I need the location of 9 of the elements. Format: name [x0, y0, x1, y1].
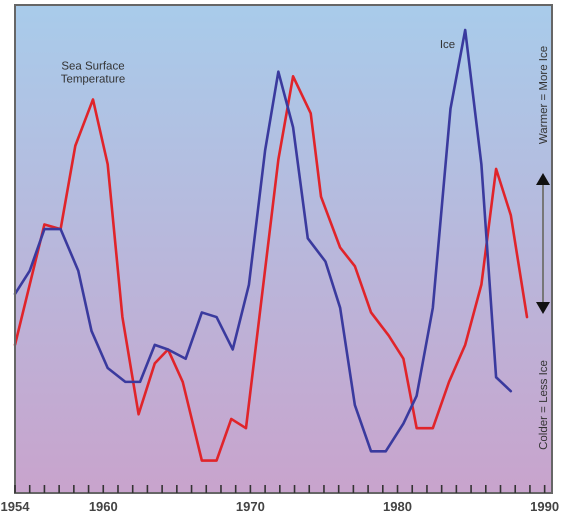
- series-label: Ice: [440, 39, 456, 51]
- x-tick-label: 1990: [530, 499, 560, 514]
- text: Sea Surface Temperature: [60, 60, 126, 86]
- x-tick-label: 1980: [383, 499, 412, 514]
- annotation: Colder = Less Ice: [538, 360, 550, 450]
- x-tick-label: 1960: [88, 499, 118, 514]
- x-tick-label: 1954: [0, 499, 30, 514]
- x-tick-label: 1970: [236, 499, 265, 514]
- annotation: Warmer = More Ice: [538, 46, 550, 144]
